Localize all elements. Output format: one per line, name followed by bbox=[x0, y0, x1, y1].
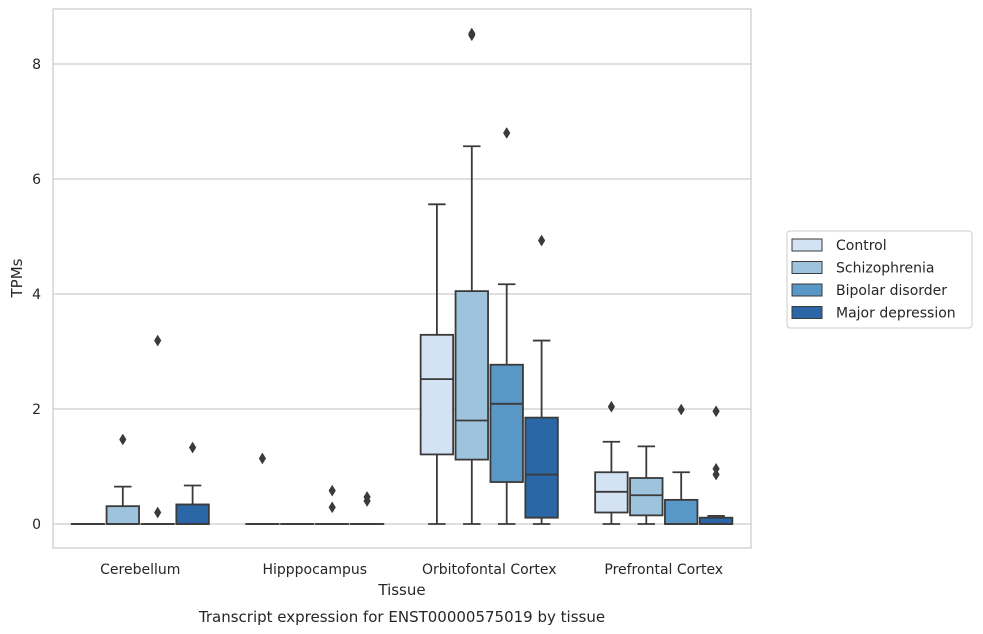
flier-point bbox=[188, 441, 197, 454]
x-tick-labels: Cerebellum Hipppocampus Orbitofontal Corte… bbox=[100, 562, 723, 578]
y-tick-label: 2 bbox=[32, 402, 41, 418]
box-body bbox=[419, 333, 455, 456]
box bbox=[454, 27, 489, 525]
boxes-layer bbox=[70, 27, 734, 525]
flier-point bbox=[119, 433, 127, 446]
flier-point bbox=[468, 27, 476, 40]
flier-point bbox=[537, 234, 546, 247]
flier-point bbox=[258, 452, 267, 465]
box bbox=[315, 484, 350, 525]
box bbox=[594, 400, 629, 525]
box bbox=[175, 441, 210, 525]
flier-point bbox=[712, 462, 720, 475]
box-body bbox=[664, 498, 699, 525]
legend-swatch bbox=[791, 261, 823, 274]
flier-point bbox=[503, 127, 511, 139]
x-tick-label: Prefrontal Cortex bbox=[604, 562, 723, 578]
legend: Control Schizophrenia Bipolar disorder Majo… bbox=[786, 230, 973, 329]
flier-point bbox=[677, 403, 685, 416]
legend-label: Schizophrenia bbox=[836, 261, 934, 277]
legend-label: Bipolar disorder bbox=[836, 283, 947, 299]
box-body bbox=[454, 290, 489, 461]
y-tick-labels: 0 2 4 6 8 bbox=[32, 57, 41, 533]
legend-frame bbox=[786, 230, 973, 329]
x-tick-label: Orbitofontal Cortex bbox=[422, 562, 557, 578]
box bbox=[629, 445, 664, 525]
box bbox=[105, 433, 140, 525]
box-body bbox=[524, 416, 559, 519]
box bbox=[698, 405, 734, 525]
legend-swatch bbox=[791, 306, 823, 319]
box bbox=[524, 234, 559, 525]
flier-point bbox=[154, 506, 162, 519]
y-tick-label: 8 bbox=[32, 57, 41, 73]
plot-frame bbox=[52, 8, 752, 549]
box-body bbox=[175, 503, 210, 525]
box-body bbox=[629, 477, 664, 517]
flier-point bbox=[154, 334, 162, 347]
flier-point bbox=[607, 400, 616, 413]
flier-point bbox=[712, 405, 720, 418]
legend-label: Control bbox=[836, 238, 887, 254]
legend-swatch bbox=[791, 283, 823, 297]
flier-point bbox=[363, 491, 371, 503]
box bbox=[664, 403, 699, 525]
y-tick-label: 6 bbox=[32, 172, 41, 188]
box bbox=[419, 203, 455, 525]
y-tick-label: 4 bbox=[32, 287, 41, 303]
box-body bbox=[698, 516, 734, 525]
x-tick-label: Cerebellum bbox=[100, 562, 180, 578]
chart-caption: Transcript expression for ENST0000057501… bbox=[198, 608, 605, 626]
legend-swatch bbox=[791, 238, 823, 252]
x-axis-label: Tissue bbox=[377, 581, 425, 599]
box bbox=[349, 491, 385, 525]
box bbox=[489, 127, 524, 525]
flier-point bbox=[328, 484, 336, 497]
y-tick-label: 0 bbox=[32, 517, 41, 533]
plot-area bbox=[53, 9, 751, 548]
legend-label: Major depression bbox=[836, 306, 956, 322]
box-body bbox=[105, 505, 140, 525]
box-body bbox=[489, 363, 524, 483]
y-axis-label: TPMs bbox=[8, 258, 26, 298]
x-tick-label: Hipppocampus bbox=[262, 562, 367, 578]
flier-point bbox=[328, 501, 336, 514]
box bbox=[245, 452, 280, 525]
box bbox=[140, 334, 175, 525]
